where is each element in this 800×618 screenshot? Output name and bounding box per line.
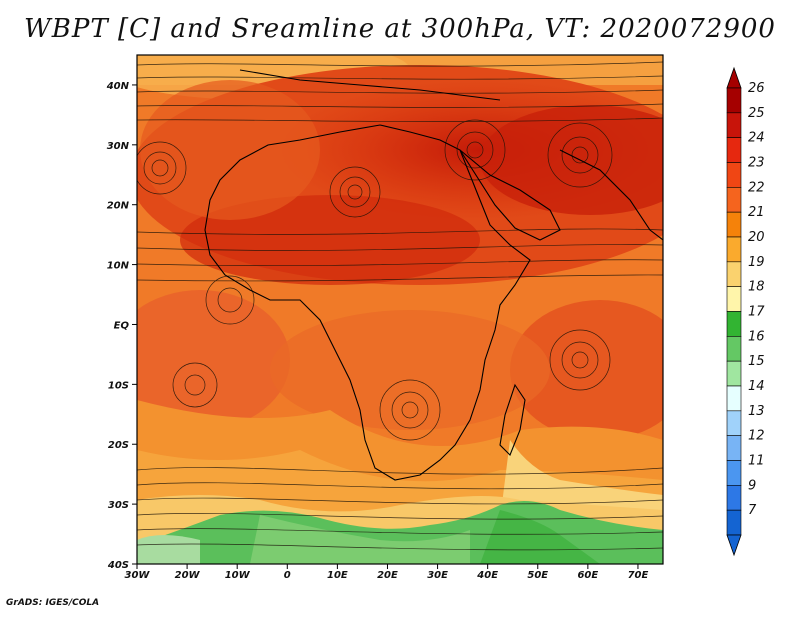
grads-credit: GrADS: IGES/COLA (6, 598, 100, 608)
colorbar-label: 17 (748, 305, 765, 320)
lat-tick-label: 40N (106, 81, 130, 92)
colorbar-swatch (726, 211, 742, 238)
colorbar-swatch (726, 460, 742, 486)
coastlines (204, 69, 663, 481)
colorbar-swatch (726, 137, 742, 163)
colorbar-min-arrow (726, 534, 742, 557)
colorbar-label: 14 (748, 379, 765, 394)
colorbar-label: 19 (748, 255, 765, 270)
colorbar-label: 13 (748, 404, 765, 419)
colorbar-swatch (726, 236, 742, 263)
colorbar-label: 7 (748, 503, 757, 518)
colorbar-swatch (726, 286, 742, 312)
map-title: WBPT [C] and Sreamline at 300hPa, VT: 20… (24, 14, 776, 44)
colorbar-max-arrow (726, 66, 742, 89)
longitude-axis: 30W 20W 10W 0 10E 20E 30E 40E 50E 60E 70E (125, 564, 649, 581)
colorbar-label: 16 (748, 329, 765, 344)
colorbar-swatch (726, 162, 742, 188)
lon-tick-label: 70E (628, 570, 649, 581)
colorbar-swatch (726, 509, 742, 536)
lon-tick-label: 50E (527, 570, 548, 581)
colorbar-swatch (726, 410, 742, 436)
colorbar-swatch (726, 336, 742, 362)
colorbar-swatch (726, 360, 742, 387)
lon-tick-label: 20E (377, 570, 398, 581)
lon-tick-label: 10W (225, 570, 251, 581)
colorbar-label: 15 (748, 354, 765, 369)
lat-tick-label: 30N (107, 141, 130, 152)
colorbar-label: 12 (748, 429, 765, 444)
colorbar-label: 26 (748, 81, 765, 96)
colorbar-label: 21 (748, 205, 765, 220)
lon-tick-label: 20W (175, 570, 201, 581)
colorbar-swatch (726, 311, 742, 337)
colorbar-swatch (726, 87, 742, 114)
colorbar-swatch (726, 485, 742, 511)
lat-tick-label: 20S (108, 440, 129, 451)
lat-tick-label: 10N (107, 261, 130, 272)
lon-tick-label: 40E (476, 570, 498, 581)
lon-tick-label: 0 (284, 570, 291, 581)
colorbar-label: 20 (748, 230, 765, 245)
lat-tick-label: 30S (108, 500, 129, 511)
streamlines (137, 61, 663, 551)
colorbar-label: 22 (748, 180, 765, 195)
lat-tick-label: 40S (107, 560, 129, 571)
lat-tick-label: EQ (114, 320, 130, 331)
colorbar-swatch (726, 112, 742, 138)
colorbar-label: 18 (748, 280, 765, 295)
lon-tick-label: 30W (125, 570, 151, 581)
wbpt-field (137, 55, 663, 564)
colorbar-swatch (726, 385, 742, 412)
colorbar-label: 11 (748, 454, 765, 469)
colorbar-label: 24 (748, 131, 765, 146)
colorbar-swatch (726, 261, 742, 287)
colorbar-label: 23 (748, 156, 765, 171)
colorbar-swatch (726, 187, 742, 213)
colorbar: 26 25 24 23 22 21 20 19 18 17 16 15 14 13 12 11 9 7 (726, 66, 765, 557)
lat-tick-label: 10S (108, 380, 129, 391)
lon-tick-label: 30E (427, 570, 448, 581)
colorbar-swatch (726, 435, 742, 461)
latitude-axis: 40N 30N 20N 10N EQ 10S 20S 30S 40S (106, 81, 137, 571)
lon-tick-label: 10E (327, 570, 348, 581)
colorbar-label: 25 (748, 106, 765, 121)
lon-tick-label: 60E (577, 570, 598, 581)
colorbar-label: 9 (748, 478, 756, 493)
map-frame (136, 54, 664, 565)
lat-tick-label: 20N (107, 201, 130, 212)
